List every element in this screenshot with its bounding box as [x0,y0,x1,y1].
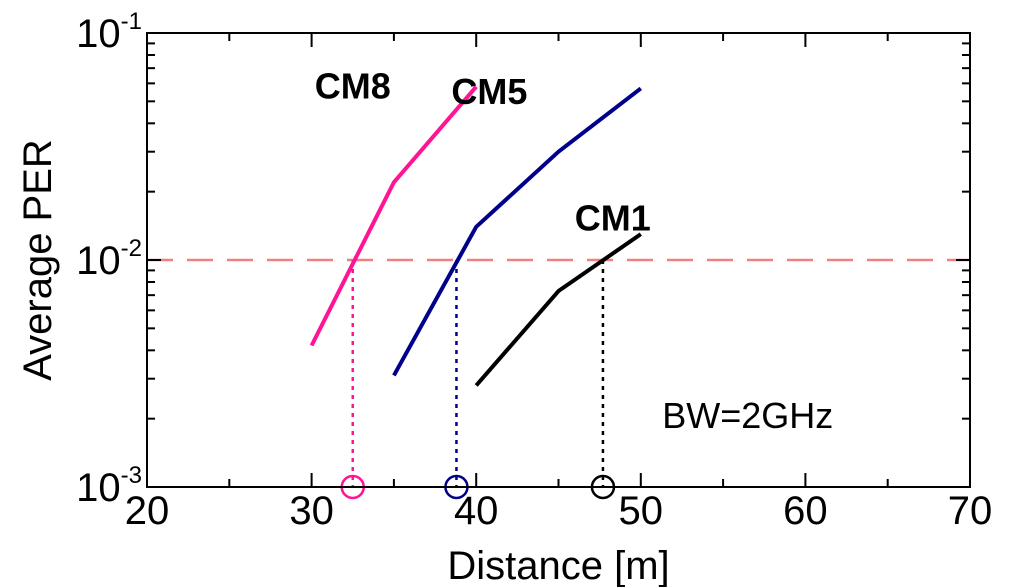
y-tick-label: 10-1 [76,8,142,56]
series-group [309,85,643,387]
y-tick-base: 10 [76,466,121,510]
x-tick-label: 30 [289,489,334,533]
y-axis-title: Average PER [16,139,60,381]
series-label-cm5: CM5 [451,71,527,112]
series-line-cm5 [392,86,643,377]
x-tick-label: 40 [454,489,499,533]
x-tick-label: 70 [948,489,993,533]
x-tick-label: 60 [783,489,828,533]
series-labels: CM8 CM5 CM1 [315,66,651,239]
series-line-cm1 [474,232,642,387]
x-tick-label: 50 [619,489,664,533]
x-tick-label: 20 [125,489,170,533]
series-line-cm8 [309,85,478,347]
y-tick-labels: 10-310-210-1 [76,8,142,510]
y-tick-label: 10-2 [76,235,142,283]
x-tick-labels: 20 30 40 50 60 70 [125,489,993,533]
y-tick-label: 10-3 [76,462,142,510]
bandwidth-annotation: BW=2GHz [662,395,833,436]
ticks-group [146,32,971,488]
series-label-cm1: CM1 [575,198,651,239]
x-axis-title: Distance [m] [447,544,669,587]
crossing-guides-group [351,260,605,487]
y-tick-exponent: -3 [121,462,142,489]
y-tick-base: 10 [76,239,121,283]
y-tick-exponent: -1 [121,8,142,35]
y-tick-exponent: -2 [121,235,142,262]
y-tick-base: 10 [76,12,121,56]
series-label-cm8: CM8 [315,66,391,107]
